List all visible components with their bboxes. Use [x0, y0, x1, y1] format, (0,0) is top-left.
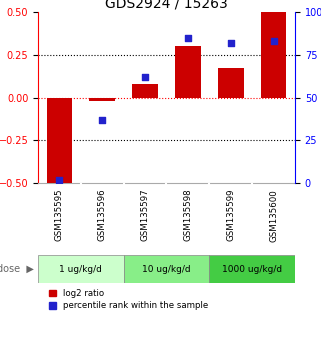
Bar: [47, 97, 72, 183]
Text: GSM135600: GSM135600: [269, 189, 278, 241]
Point: [271, 38, 276, 44]
Point: [100, 117, 105, 122]
Bar: [124, 255, 209, 283]
Text: GSM135595: GSM135595: [55, 189, 64, 241]
Point: [143, 74, 148, 80]
Title: GDS2924 / 15263: GDS2924 / 15263: [105, 0, 228, 11]
Text: 10 ug/kg/d: 10 ug/kg/d: [142, 264, 191, 274]
Text: GSM135596: GSM135596: [98, 189, 107, 241]
Point: [185, 35, 190, 40]
Legend: log2 ratio, percentile rank within the sample: log2 ratio, percentile rank within the s…: [48, 287, 210, 312]
Bar: [218, 68, 244, 97]
Text: dose  ▶: dose ▶: [0, 264, 34, 274]
Text: 1000 ug/kg/d: 1000 ug/kg/d: [222, 264, 282, 274]
Text: GSM135599: GSM135599: [226, 189, 235, 241]
Bar: [132, 84, 158, 97]
Text: GSM135598: GSM135598: [183, 189, 192, 241]
Bar: [38, 255, 124, 283]
Bar: [209, 255, 295, 283]
Text: GSM135597: GSM135597: [141, 189, 150, 241]
Bar: [261, 12, 286, 97]
Point: [228, 40, 233, 46]
Bar: [90, 97, 115, 101]
Point: [57, 177, 62, 182]
Bar: [175, 46, 201, 97]
Text: 1 ug/kg/d: 1 ug/kg/d: [59, 264, 102, 274]
